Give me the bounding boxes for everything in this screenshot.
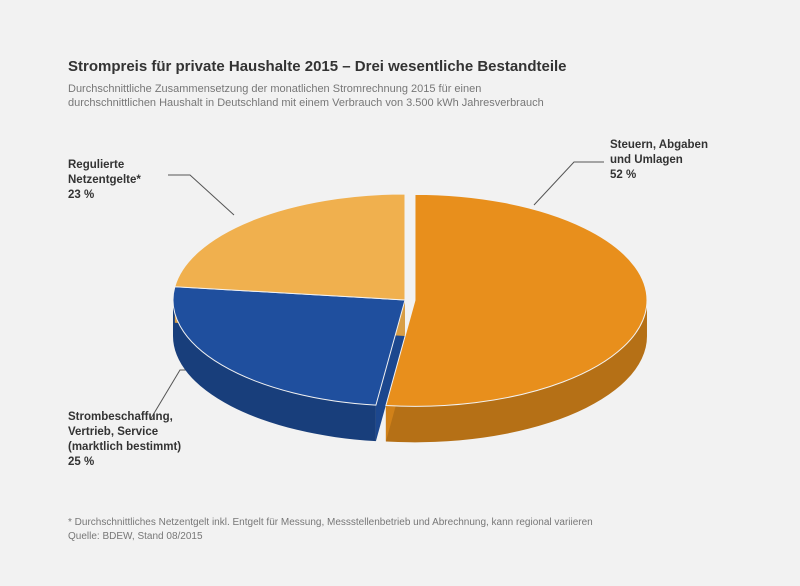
footnote: * Durchschnittliches Netzentgelt inkl. E… [68, 517, 593, 528]
pie-slice [385, 193, 648, 407]
value-label: 52 % [610, 169, 637, 181]
pie-slice-side [385, 300, 647, 443]
pie-slice [174, 193, 406, 301]
value-label: 25 % [68, 456, 95, 468]
source: Quelle: BDEW, Stand 08/2015 [68, 531, 203, 542]
slice-label: Steuern, Abgaben und Umlagen 52 % [610, 138, 708, 183]
category-label: Strombeschaffung, Vertrieb, Service (mar… [68, 411, 182, 453]
slice-label: Strombeschaffung, Vertrieb, Service (mar… [68, 410, 181, 470]
leader-line [533, 161, 604, 206]
slice-label: Regulierte Netzentgelte* 23 % [68, 158, 141, 203]
pie-slice-side [172, 300, 376, 442]
value-label: 23 % [68, 189, 95, 201]
category-label: Regulierte Netzentgelte* [68, 159, 141, 186]
chart-subtitle: Durchschnittliche Zusammensetzung der mo… [68, 83, 544, 109]
category-label: Steuern, Abgaben und Umlagen [610, 139, 708, 166]
footnote-block: * Durchschnittliches Netzentgelt inkl. E… [68, 516, 593, 544]
chart-title: Strompreis für private Haushalte 2015 – … [68, 58, 567, 75]
pie-slice [172, 286, 406, 406]
leader-line [168, 174, 235, 216]
